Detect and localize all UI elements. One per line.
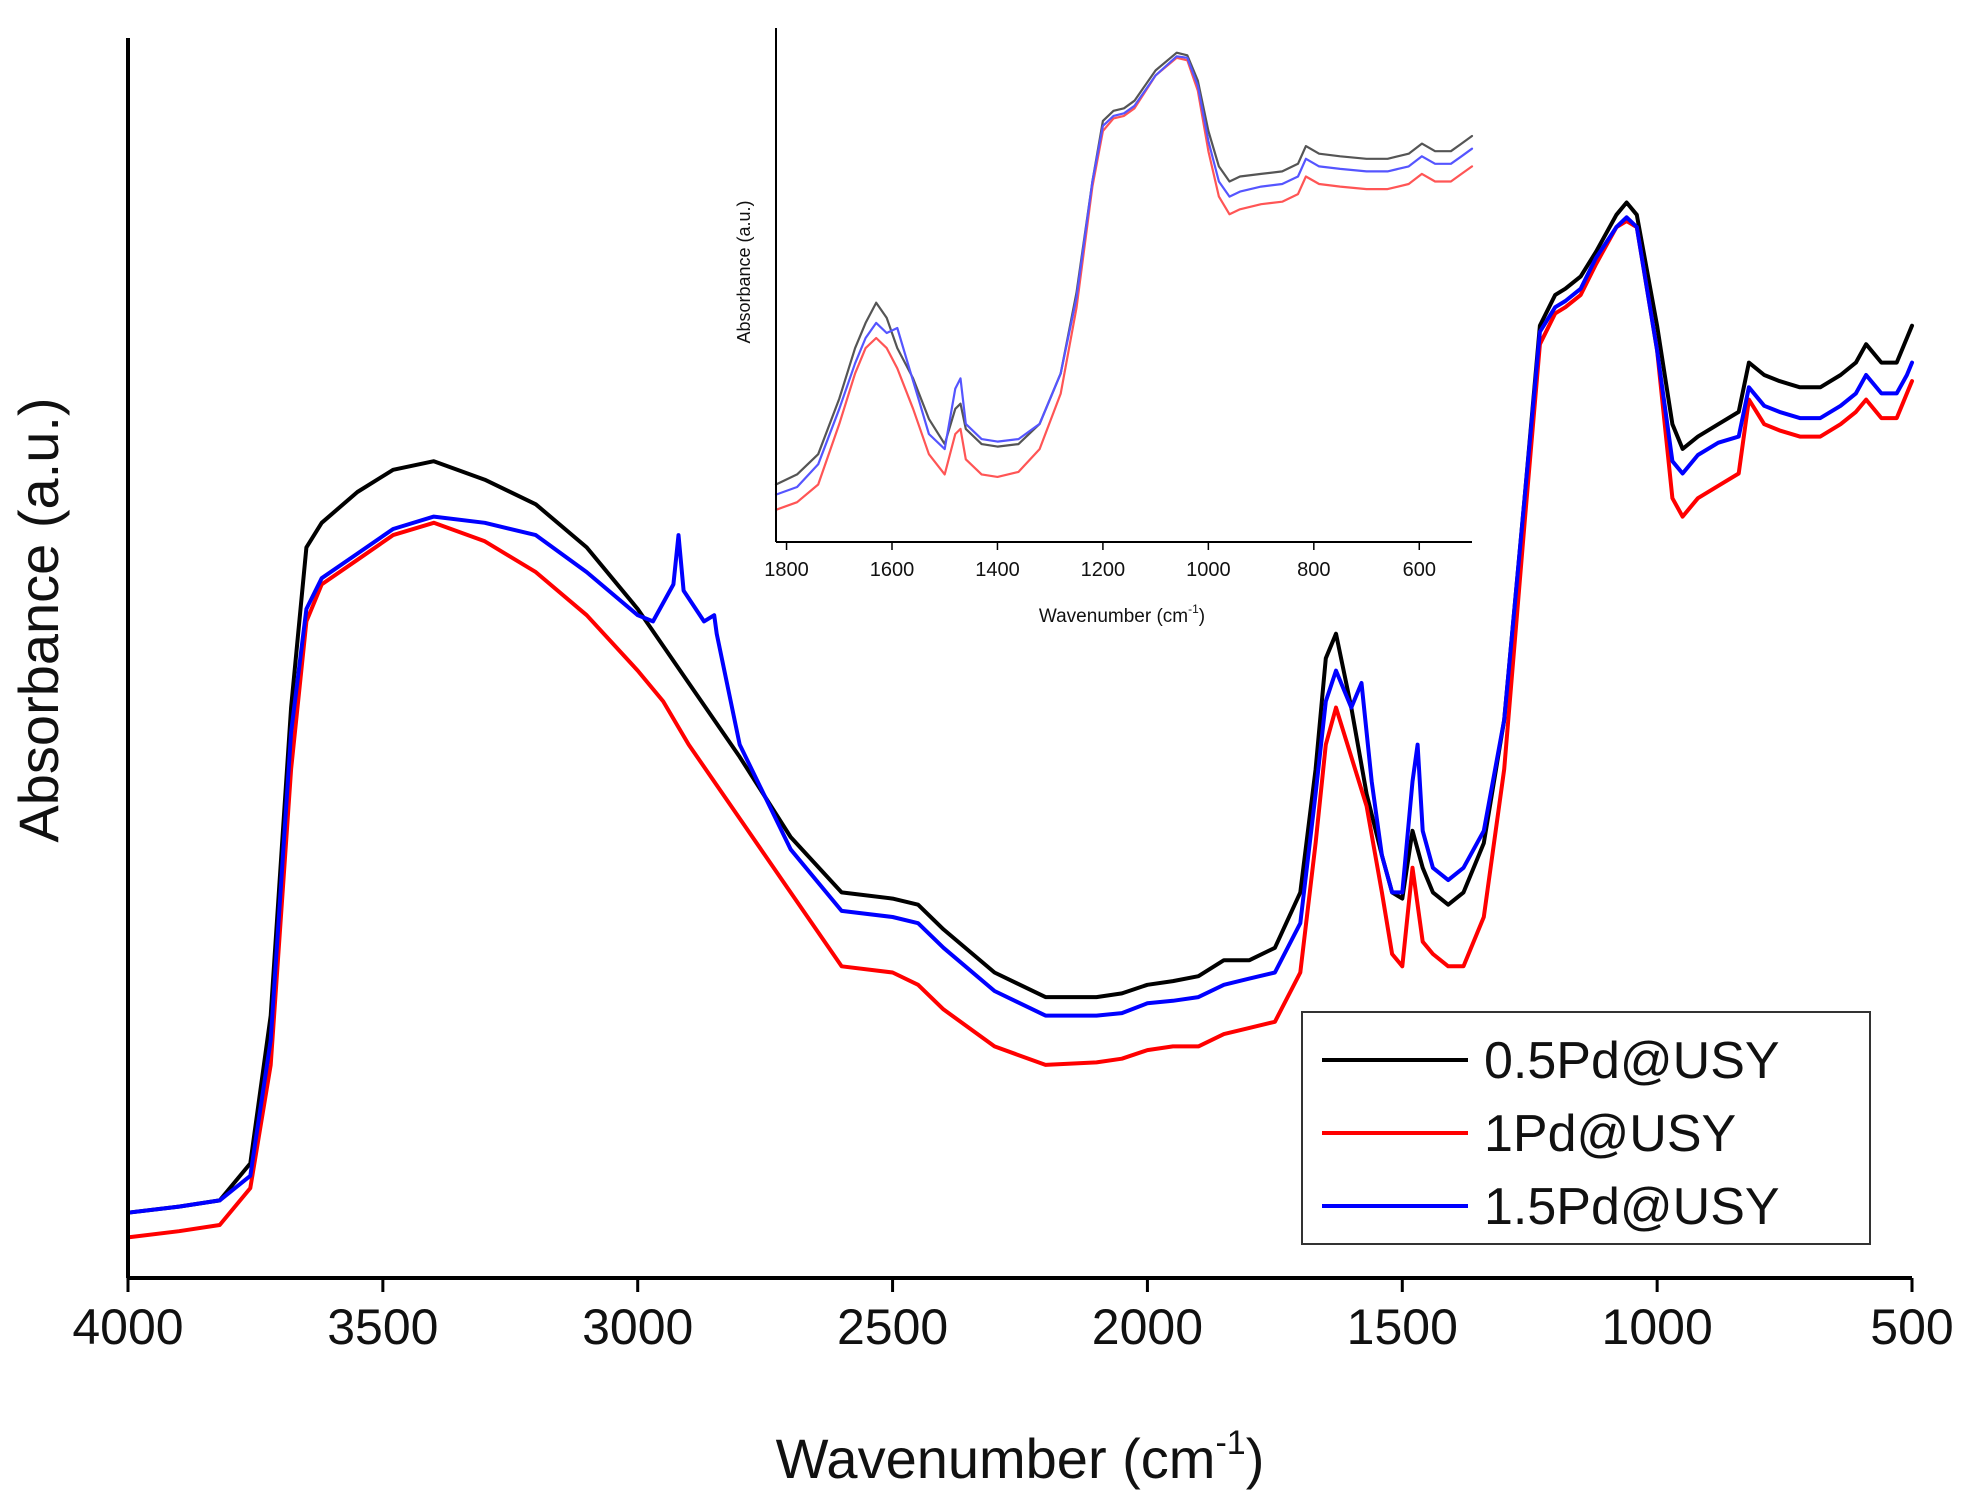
inset-x-tick-label-4: 1000	[1186, 559, 1231, 581]
inset-x-tick-label-2: 1400	[975, 559, 1020, 581]
main-y-axis-title: Absorbance (a.u.)	[7, 397, 70, 842]
legend-label-1: 1Pd@USY	[1484, 1105, 1736, 1163]
inset-series-line-2	[774, 55, 1474, 496]
main-x-tick-label-1: 3500	[327, 1299, 438, 1355]
main-x-tick-label-4: 2000	[1092, 1299, 1203, 1355]
main-x-axis-title-close: )	[1246, 1427, 1265, 1490]
inset-y-axis-title: Absorbance (a.u.)	[734, 200, 754, 343]
inset-x-tick-label-3: 1200	[1081, 559, 1126, 581]
inset-series-line-0	[774, 51, 1474, 486]
main-x-tick-label-7: 500	[1870, 1299, 1953, 1355]
inset-x-axis-title-text: Wavenumber (cm	[1039, 606, 1188, 627]
legend-label-0: 0.5Pd@USY	[1484, 1032, 1780, 1090]
inset-x-axis-title-sup: -1	[1188, 602, 1199, 616]
inset-x-axis-title: Wavenumber (cm-1)	[1039, 602, 1205, 627]
inset-x-tick-label-1: 1600	[870, 559, 915, 581]
main-x-axis-title-sup: -1	[1215, 1424, 1245, 1462]
main-chart: 4000 3500 3000 2500 2000 1500 1000 500 Absorban…	[7, 38, 1954, 1490]
main-plot-area	[126, 200, 1914, 1240]
main-x-tick-label-3: 2500	[837, 1299, 948, 1355]
main-x-ticks: 4000 3500 3000 2500 2000 1500 1000 500	[72, 1278, 1954, 1355]
inset-series-line-1	[774, 56, 1474, 511]
main-x-tick-label-2: 3000	[582, 1299, 693, 1355]
main-x-tick-label-0: 4000	[72, 1299, 183, 1355]
inset-x-tick-label-0: 1800	[764, 559, 809, 581]
legend-label-2: 1.5Pd@USY	[1484, 1178, 1780, 1236]
main-x-tick-label-6: 1000	[1602, 1299, 1713, 1355]
inset-x-ticks: 1800 1600 1400 1200 1000 800 600	[764, 542, 1436, 581]
main-x-axis-title: Wavenumber (cm-1)	[776, 1424, 1265, 1490]
main-series-line-0	[126, 200, 1914, 1215]
inset-plot-area	[774, 51, 1474, 511]
inset-chart: 1800 1600 1400 1200 1000 800 600 Absorbance (a…	[734, 28, 1474, 627]
main-series-line-2	[126, 215, 1914, 1215]
inset-x-tick-label-5: 800	[1297, 559, 1330, 581]
inset-x-tick-label-6: 600	[1403, 559, 1436, 581]
legend: 0.5Pd@USY 1Pd@USY 1.5Pd@USY	[1301, 1011, 1871, 1245]
main-x-tick-label-5: 1500	[1347, 1299, 1458, 1355]
main-x-axis-title-text: Wavenumber (cm	[776, 1427, 1216, 1490]
inset-x-axis-title-close: )	[1199, 606, 1205, 627]
main-series-line-1	[126, 219, 1914, 1240]
